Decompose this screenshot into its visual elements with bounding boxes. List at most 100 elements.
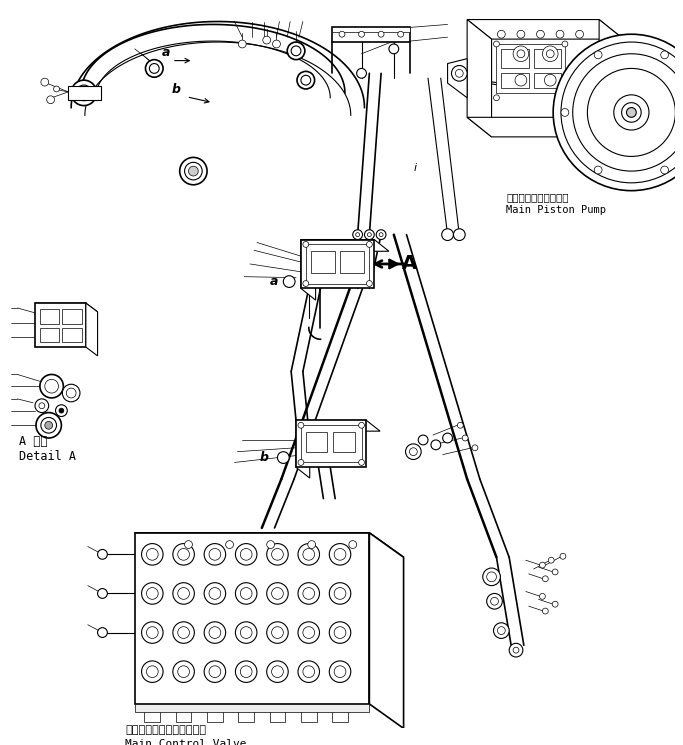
Circle shape bbox=[540, 562, 545, 568]
Circle shape bbox=[189, 166, 198, 176]
Circle shape bbox=[145, 60, 163, 77]
Text: メインコントロールバルブ: メインコントロールバルブ bbox=[125, 726, 206, 735]
Bar bbox=[533, 73, 561, 88]
Bar bbox=[533, 49, 561, 69]
Circle shape bbox=[288, 42, 305, 60]
Circle shape bbox=[329, 622, 351, 644]
Circle shape bbox=[552, 569, 558, 575]
Polygon shape bbox=[301, 240, 389, 251]
Circle shape bbox=[238, 40, 246, 48]
Circle shape bbox=[454, 229, 465, 241]
Polygon shape bbox=[301, 240, 316, 300]
Circle shape bbox=[273, 40, 281, 48]
Circle shape bbox=[472, 445, 478, 451]
Text: a: a bbox=[162, 45, 171, 59]
Circle shape bbox=[487, 572, 497, 582]
Circle shape bbox=[303, 241, 309, 247]
Circle shape bbox=[150, 63, 159, 73]
Circle shape bbox=[59, 408, 64, 413]
Circle shape bbox=[225, 541, 234, 548]
Circle shape bbox=[334, 666, 346, 677]
Circle shape bbox=[297, 72, 315, 89]
Polygon shape bbox=[35, 303, 98, 312]
Circle shape bbox=[173, 622, 195, 644]
Polygon shape bbox=[389, 259, 399, 269]
Circle shape bbox=[266, 541, 275, 548]
Circle shape bbox=[266, 622, 288, 644]
Circle shape bbox=[359, 31, 365, 37]
Circle shape bbox=[178, 666, 189, 677]
Bar bbox=[340, 251, 365, 273]
Circle shape bbox=[546, 50, 554, 57]
Circle shape bbox=[266, 544, 288, 565]
Circle shape bbox=[173, 583, 195, 604]
Polygon shape bbox=[135, 533, 404, 557]
Circle shape bbox=[173, 661, 195, 682]
Circle shape bbox=[356, 232, 359, 237]
Text: A 詳細: A 詳細 bbox=[19, 435, 48, 448]
Bar bbox=[238, 704, 254, 721]
Circle shape bbox=[41, 78, 48, 86]
Circle shape bbox=[277, 451, 289, 463]
Circle shape bbox=[209, 548, 221, 560]
Circle shape bbox=[487, 594, 502, 609]
Circle shape bbox=[389, 44, 399, 54]
Circle shape bbox=[266, 661, 288, 682]
Circle shape bbox=[548, 557, 554, 563]
Circle shape bbox=[494, 623, 509, 638]
Circle shape bbox=[266, 583, 288, 604]
Circle shape bbox=[594, 51, 602, 59]
Circle shape bbox=[367, 232, 372, 237]
Polygon shape bbox=[296, 420, 380, 431]
Circle shape bbox=[236, 622, 257, 644]
Text: a: a bbox=[270, 275, 278, 288]
Circle shape bbox=[141, 583, 163, 604]
Text: i: i bbox=[413, 163, 417, 173]
Circle shape bbox=[45, 422, 53, 429]
Text: A: A bbox=[402, 255, 417, 273]
Circle shape bbox=[62, 384, 80, 402]
Circle shape bbox=[334, 548, 346, 560]
Circle shape bbox=[517, 31, 525, 38]
Polygon shape bbox=[599, 19, 624, 137]
Polygon shape bbox=[296, 420, 367, 467]
Circle shape bbox=[209, 588, 221, 599]
Circle shape bbox=[98, 628, 107, 638]
Circle shape bbox=[660, 51, 669, 59]
Circle shape bbox=[204, 622, 225, 644]
Circle shape bbox=[236, 661, 257, 682]
Circle shape bbox=[240, 588, 252, 599]
Circle shape bbox=[209, 627, 221, 638]
Circle shape bbox=[209, 666, 221, 677]
Circle shape bbox=[298, 422, 304, 428]
Circle shape bbox=[542, 608, 548, 614]
Circle shape bbox=[398, 31, 404, 37]
Circle shape bbox=[553, 34, 683, 191]
Circle shape bbox=[379, 232, 383, 237]
Bar bbox=[301, 425, 361, 463]
Circle shape bbox=[367, 241, 372, 247]
Polygon shape bbox=[35, 303, 86, 347]
Circle shape bbox=[622, 103, 641, 122]
Circle shape bbox=[80, 89, 88, 97]
Circle shape bbox=[298, 583, 320, 604]
Circle shape bbox=[334, 588, 346, 599]
Circle shape bbox=[272, 666, 283, 677]
Circle shape bbox=[146, 627, 158, 638]
Circle shape bbox=[272, 588, 283, 599]
Polygon shape bbox=[467, 19, 492, 137]
Circle shape bbox=[483, 568, 501, 586]
Circle shape bbox=[298, 661, 320, 682]
Bar bbox=[176, 704, 191, 721]
Circle shape bbox=[513, 647, 519, 653]
Circle shape bbox=[334, 627, 346, 638]
Circle shape bbox=[406, 444, 421, 460]
Circle shape bbox=[443, 433, 452, 443]
Circle shape bbox=[41, 417, 57, 433]
Circle shape bbox=[303, 666, 315, 677]
Circle shape bbox=[240, 666, 252, 677]
Circle shape bbox=[40, 375, 64, 398]
Circle shape bbox=[236, 544, 257, 565]
Circle shape bbox=[562, 41, 568, 47]
Bar bbox=[332, 704, 348, 721]
